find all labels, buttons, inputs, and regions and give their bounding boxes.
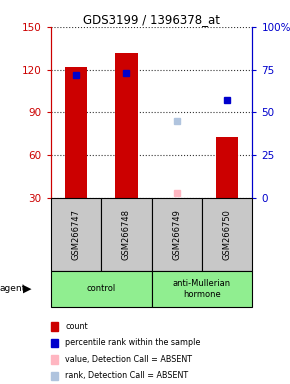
Text: agent: agent: [0, 285, 26, 293]
Text: GSM266749: GSM266749: [172, 209, 181, 260]
Text: count: count: [65, 322, 88, 331]
Bar: [115, 53, 138, 198]
Bar: [216, 137, 238, 198]
Text: GSM266747: GSM266747: [71, 209, 80, 260]
Bar: [65, 67, 87, 198]
Text: percentile rank within the sample: percentile rank within the sample: [65, 338, 201, 348]
Text: anti-Mullerian
hormone: anti-Mullerian hormone: [173, 279, 231, 299]
Title: GDS3199 / 1396378_at: GDS3199 / 1396378_at: [83, 13, 220, 26]
Text: rank, Detection Call = ABSENT: rank, Detection Call = ABSENT: [65, 371, 188, 381]
Text: control: control: [86, 285, 116, 293]
Text: ▶: ▶: [23, 284, 32, 294]
Text: GSM266748: GSM266748: [122, 209, 131, 260]
Text: GSM266750: GSM266750: [223, 209, 232, 260]
Text: value, Detection Call = ABSENT: value, Detection Call = ABSENT: [65, 355, 192, 364]
